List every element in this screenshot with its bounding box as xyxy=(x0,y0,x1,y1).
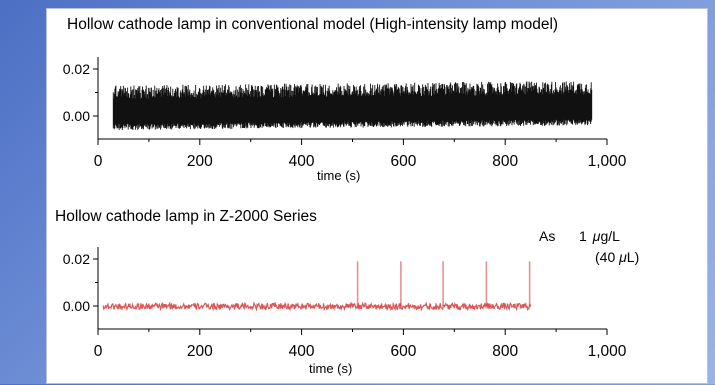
x-tick-label: 600 xyxy=(390,153,416,170)
x-tick-label: 0 xyxy=(94,153,103,170)
y-tick-label: 0.02 xyxy=(63,251,90,267)
x-tick-label: 800 xyxy=(492,153,518,170)
chart-2-xlabel: time (s) xyxy=(309,361,352,376)
x-tick-label: 1,000 xyxy=(588,343,627,360)
annotation-volume-open: (40 xyxy=(595,249,619,265)
x-tick-label: 800 xyxy=(492,343,518,360)
x-tick-label: 200 xyxy=(187,343,213,360)
chart-2: Hollow cathode lamp in Z-2000 Series 0 20… xyxy=(55,208,639,376)
chart-1-xlabel: time (s) xyxy=(317,168,360,183)
y-tick-label: 0.00 xyxy=(63,298,90,314)
x-tick-label: 1,000 xyxy=(588,153,627,170)
chart-2-title: Hollow cathode lamp in Z-2000 Series xyxy=(55,208,317,225)
figure-panel: Hollow cathode lamp in conventional mode… xyxy=(46,8,708,384)
annotation-volume-close: L) xyxy=(627,249,639,265)
annotation-volume-mu: μ xyxy=(618,249,627,265)
series-1 xyxy=(112,81,593,130)
x-tick-label: 400 xyxy=(289,153,315,170)
chart-2-annotation: As 1 μg/L (40 μL) xyxy=(539,228,639,265)
chart-1-axes: 0 200 400 600 800 1,000 0.02 0.00 xyxy=(63,57,627,170)
annotation-volume: (40 μL) xyxy=(595,249,639,265)
annotation-element: As xyxy=(539,228,555,244)
chart-2-plot-area xyxy=(102,261,532,312)
baseline-trace xyxy=(102,301,532,312)
figure-svg: Hollow cathode lamp in conventional mode… xyxy=(55,16,639,376)
annotation-value: 1 xyxy=(579,228,587,244)
y-tick-label: 0.02 xyxy=(63,61,90,77)
y-tick-label: 0.00 xyxy=(63,108,90,124)
series-1 xyxy=(102,261,532,312)
x-tick-label: 200 xyxy=(187,153,213,170)
chart-1-plot-area xyxy=(112,81,593,130)
x-tick-label: 600 xyxy=(390,343,416,360)
chart-1-title: Hollow cathode lamp in conventional mode… xyxy=(67,16,558,33)
x-tick-label: 0 xyxy=(94,343,103,360)
annotation-unit-mu: μ xyxy=(592,228,601,244)
x-tick-label: 400 xyxy=(289,343,315,360)
noise-trace xyxy=(112,81,593,130)
annotation-unit-rest: g/L xyxy=(600,228,620,244)
chart-1: Hollow cathode lamp in conventional mode… xyxy=(63,16,627,183)
annotation-concentration: 1 μg/L xyxy=(579,228,620,244)
chart-2-axes: 0 200 400 600 800 1,000 0.02 0.00 xyxy=(63,247,627,360)
